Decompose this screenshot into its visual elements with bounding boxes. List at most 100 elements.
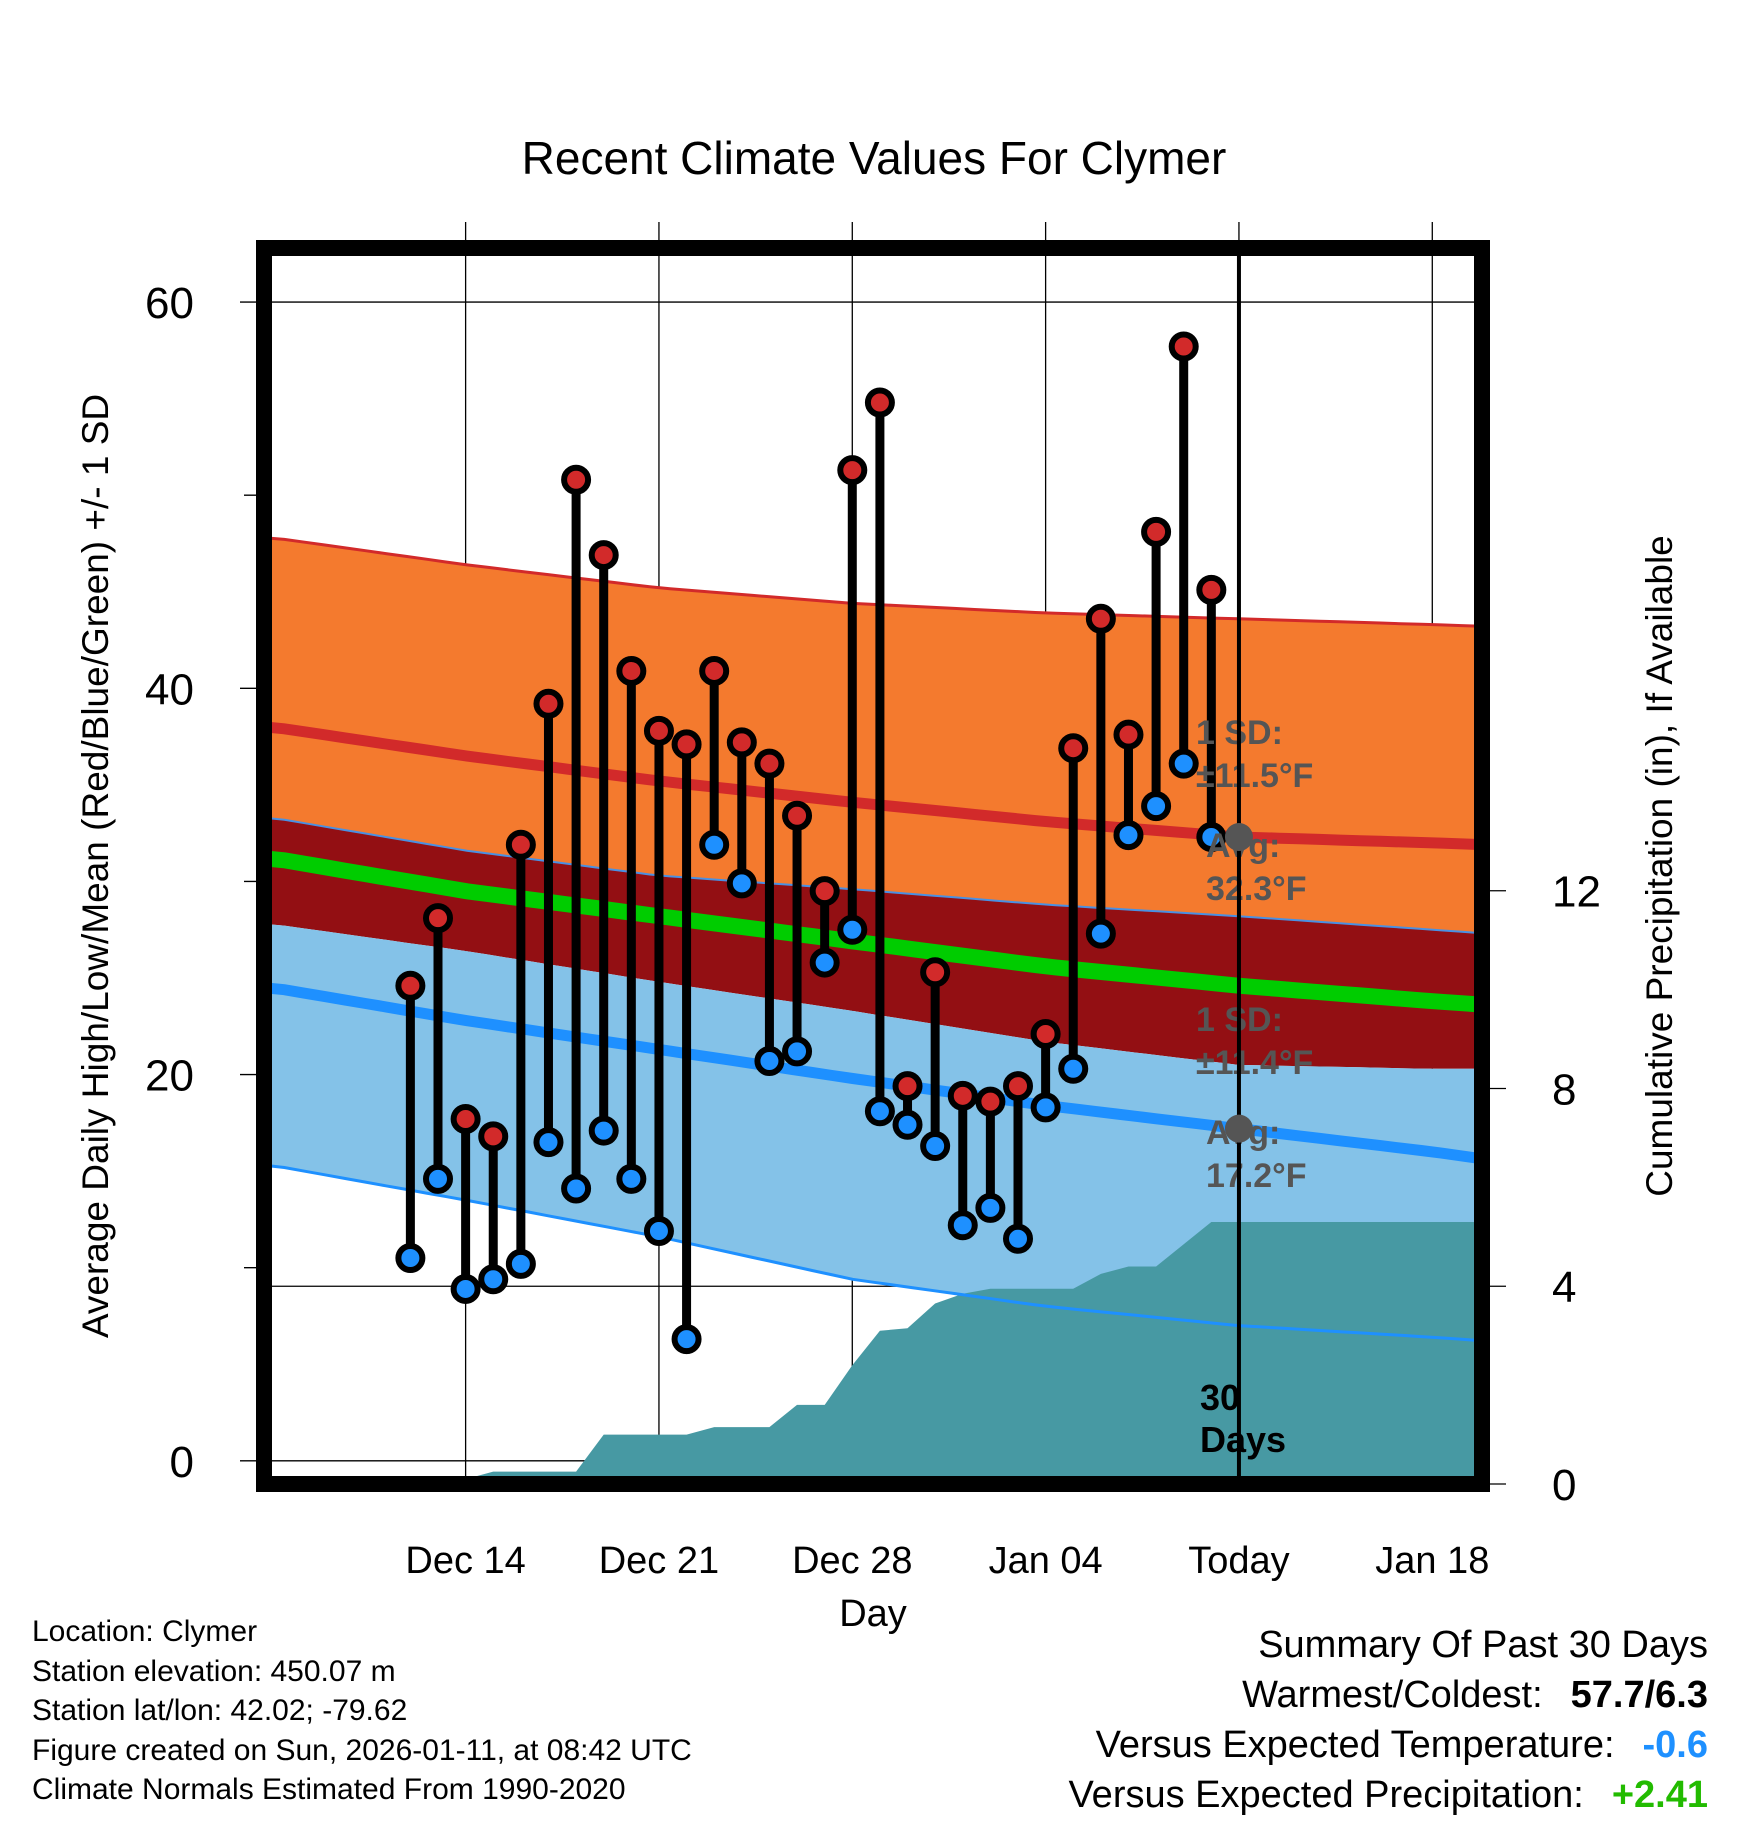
daily-low-point — [1058, 1053, 1089, 1084]
high-normal-line — [264, 721, 1482, 851]
daily-high-point — [616, 655, 647, 686]
daily-low-point — [782, 1036, 813, 1067]
low-avg-value: 17.2°F — [1206, 1157, 1307, 1195]
station-info: Location: Clymer Station elevation: 450.… — [32, 1612, 692, 1810]
temp-label: Versus Expected Temperature: — [1095, 1724, 1615, 1766]
daily-low-point — [947, 1210, 978, 1241]
daily-high-point — [533, 688, 564, 719]
daily-high-point — [1030, 1019, 1061, 1050]
daily-low-point — [864, 1096, 895, 1127]
x-axis-label: Day — [839, 1593, 907, 1635]
daily-low-point — [920, 1131, 951, 1162]
daily-high-point — [505, 829, 536, 860]
high-normal-annotation: 1 SD: ±11.5°F Avg: 32.3°F — [1196, 714, 1313, 908]
y-tick-label: 40 — [145, 665, 194, 714]
high-plus-sd-line — [264, 536, 1482, 628]
latlon-text: Station lat/lon: 42.02; -79.62 — [32, 1694, 408, 1727]
daily-low-point — [699, 829, 730, 860]
daily-low-point — [616, 1163, 647, 1194]
created-text: Figure created on Sun, 2026-01-11, at 08… — [32, 1733, 692, 1767]
daily-high-point — [1196, 574, 1227, 605]
daily-low-point — [892, 1109, 923, 1140]
daily-low-point — [1030, 1092, 1061, 1123]
high-sd-value: ±11.5°F — [1196, 757, 1313, 795]
daily-high-point — [1003, 1071, 1033, 1102]
low-sd-value: ±11.4°F — [1196, 1044, 1313, 1082]
high-normal-today-marker — [1224, 823, 1253, 852]
y-axis-right-label: Cumulative Precipitation (in), If Availa… — [1639, 535, 1680, 1197]
daily-high-point — [920, 957, 951, 988]
plot-frame — [256, 240, 1490, 1492]
daily-high-point — [643, 715, 674, 746]
precipitation-area — [402, 1222, 1482, 1484]
daily-low-point — [1196, 822, 1227, 853]
x-tick-label: Dec 21 — [599, 1540, 719, 1582]
summary-panel: Summary Of Past 30 Days Warmest/Coldest:… — [1068, 1620, 1708, 1820]
daily-low-point — [1085, 918, 1116, 949]
y-right-tick-label: 8 — [1552, 1065, 1576, 1114]
daily-high-point — [478, 1121, 509, 1152]
daily-low-point — [478, 1264, 509, 1295]
daily-low-point — [1003, 1223, 1033, 1254]
y-right-tick-label: 4 — [1552, 1263, 1576, 1312]
daily-high-point — [1168, 331, 1199, 362]
today-days-label: 30 Days — [1200, 1377, 1286, 1460]
today-days-word: Days — [1200, 1419, 1286, 1460]
x-tick-label: Dec 14 — [405, 1540, 525, 1582]
summary-warmest-row: Warmest/Coldest: 57.7/6.3 — [1068, 1670, 1708, 1720]
x-tick-label: Dec 28 — [792, 1540, 912, 1582]
summary-precip-row: Versus Expected Precipitation: +2.41 — [1068, 1770, 1708, 1820]
daily-high-point — [1113, 719, 1144, 750]
high-minus-sd-line — [264, 816, 1482, 935]
y-tick-label: 0 — [170, 1438, 194, 1487]
precip-value: +2.41 — [1611, 1774, 1708, 1816]
daily-high-point — [809, 876, 840, 907]
daily-low-point — [671, 1324, 702, 1355]
warmest-label: Warmest/Coldest: — [1242, 1674, 1543, 1716]
daily-high-point — [947, 1080, 978, 1111]
daily-low-point — [643, 1216, 674, 1247]
y-right-tick-label: 12 — [1552, 868, 1601, 917]
normal-lines — [264, 536, 1482, 1343]
summary-title: Summary Of Past 30 Days — [1258, 1624, 1708, 1666]
daily-low-point — [423, 1163, 453, 1194]
daily-low-point — [1141, 791, 1172, 822]
daily-high-point — [423, 903, 453, 934]
daily-high-point — [1141, 516, 1172, 547]
daily-low-point — [588, 1115, 619, 1146]
daily-low-point — [837, 914, 868, 945]
daily-low-point — [1113, 820, 1144, 851]
mean-normal-line — [264, 850, 1482, 1013]
daily-high-point — [754, 748, 785, 779]
today-days-number: 30 — [1200, 1377, 1240, 1418]
daily-low-point — [754, 1046, 785, 1077]
daily-high-low — [395, 331, 1227, 1355]
low-normal-today-marker — [1224, 1114, 1253, 1143]
daily-low-point — [726, 868, 757, 899]
low-normal-annotation: 1 SD: ±11.4°F Avg: 17.2°F — [1196, 1001, 1313, 1195]
y-right-tick-label: 0 — [1552, 1461, 1576, 1510]
y-axis-left-label: Average Daily High/Low/Mean (Red/Blue/Gr… — [75, 394, 116, 1338]
daily-high-point — [837, 455, 868, 486]
daily-low-point — [975, 1192, 1006, 1223]
warmest-value: 57.7/6.3 — [1570, 1674, 1708, 1716]
axes: 0 20 40 60 0 4 8 12 Dec 14 Dec 21 Dec 28 Jan 04 Toda… — [145, 279, 1601, 1582]
daily-low-point — [533, 1127, 564, 1158]
daily-high-point — [395, 970, 426, 1001]
elevation-text: Station elevation: 450.07 m — [32, 1654, 396, 1688]
summary-temp-row: Versus Expected Temperature: -0.6 — [1068, 1720, 1708, 1770]
x-tick-label: Today — [1188, 1540, 1289, 1582]
daily-high-point — [782, 800, 813, 831]
daily-high-point — [726, 727, 757, 758]
temp-value: -0.6 — [1642, 1724, 1708, 1766]
high-avg-value: 32.3°F — [1206, 870, 1307, 908]
chart-title: Recent Climate Values For Clymer — [522, 132, 1227, 184]
daily-low-point — [809, 947, 840, 978]
normals-text: Climate Normals Estimated From 1990-2020 — [32, 1773, 626, 1806]
precip-label: Versus Expected Precipitation: — [1068, 1774, 1584, 1816]
daily-low-point — [450, 1273, 481, 1304]
daily-low-point — [505, 1248, 536, 1279]
low-sd-band — [264, 923, 1482, 1341]
location-text: Location: Clymer — [32, 1615, 258, 1648]
